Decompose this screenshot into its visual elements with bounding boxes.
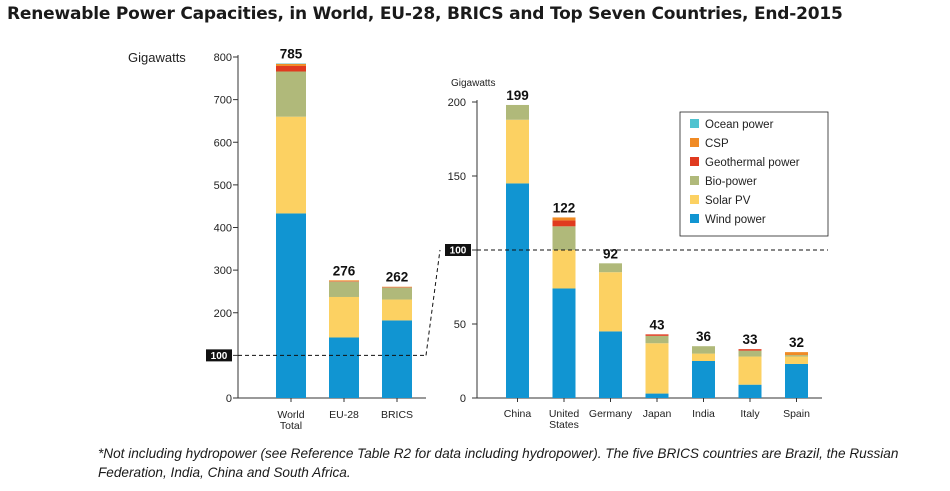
legend-swatch-solar-pv	[690, 195, 699, 204]
total-label-eu-28: 276	[333, 263, 356, 278]
bar-italy-bio-power	[738, 350, 762, 357]
reference-connector-line	[425, 249, 441, 356]
chart-title: Renewable Power Capacities, in World, EU…	[7, 4, 843, 24]
bar-brics-wind-power	[382, 320, 412, 398]
category-label-brics: BRICS	[381, 409, 413, 421]
bar-world-total-geothermal-power	[276, 65, 306, 72]
bar-united-states-geothermal-power	[552, 220, 576, 227]
bar-japan-wind-power	[645, 393, 669, 398]
legend-label-wind-power: Wind power	[705, 214, 766, 226]
reference-connector	[425, 249, 441, 356]
bar-italy-geothermal-power	[738, 349, 762, 351]
bar-spain-solar-pv	[785, 356, 808, 364]
total-label-japan: 43	[649, 317, 665, 332]
category-label-world-total-line2: Total	[280, 420, 302, 432]
bar-spain-bio-power	[785, 355, 808, 357]
left-chart-world-eu-brics: Gigawatts 0 200 300 400 500 600 700 800 100 785 Wor…	[128, 46, 426, 432]
reference-label-box	[206, 349, 232, 362]
reference-label-box	[445, 244, 471, 256]
bar-eu-28-csp	[329, 280, 359, 282]
total-label-spain: 32	[789, 335, 804, 350]
bar-japan-geothermal-power	[645, 334, 669, 336]
total-label-united-states: 122	[553, 200, 576, 215]
bar-italy-wind-power	[738, 384, 762, 398]
category-label-japan: Japan	[643, 408, 672, 420]
legend-label-geothermal-power: Geothermal power	[705, 157, 800, 169]
y-tick-label-600: 600	[214, 137, 232, 149]
bar-brics-solar-pv	[382, 299, 412, 321]
y-tick-label-0: 0	[226, 393, 232, 405]
right-chart-top-countries: Gigawatts 0 50 150 200 100 199 China 122 UnitedSt…	[445, 78, 828, 431]
reference-label: 100	[211, 351, 228, 362]
legend-swatch-ocean-power	[690, 119, 699, 128]
y-tick-label-700: 700	[214, 95, 232, 107]
y-tick-label-150: 150	[448, 171, 466, 183]
bar-eu-28-bio-power	[329, 281, 359, 297]
y-axis-unit-label: Gigawatts	[128, 50, 186, 65]
footnote: *Not including hydropower (see Reference…	[98, 446, 899, 480]
bar-india-wind-power	[692, 361, 715, 398]
bar-spain-csp	[785, 352, 808, 356]
legend-swatch-csp	[690, 138, 699, 147]
legend-swatch-geothermal-power	[690, 157, 699, 166]
legend-label-solar-pv: Solar PV	[705, 195, 751, 207]
total-label-india: 36	[696, 329, 712, 344]
y-tick-label-50: 50	[454, 319, 466, 331]
category-label-united-states-line2: States	[549, 419, 579, 431]
y-tick-label-200: 200	[214, 308, 232, 320]
category-label-china: China	[504, 408, 532, 420]
bar-world-total-csp	[276, 63, 306, 66]
chart-canvas: Gigawatts0200300400500600700800100785Wor…	[128, 46, 829, 432]
legend-label-csp: CSP	[705, 138, 729, 150]
bar-united-states-solar-pv	[552, 250, 576, 289]
bar-eu-28-solar-pv	[329, 296, 359, 338]
total-label-brics: 262	[386, 270, 409, 285]
reference-label: 100	[450, 246, 467, 257]
bar-world-total-solar-pv	[276, 116, 306, 214]
legend-label-bio-power: Bio-power	[705, 176, 757, 188]
legend-label-ocean-power: Ocean power	[705, 119, 774, 131]
bar-china-bio-power	[506, 104, 529, 120]
bar-brics-bio-power	[382, 287, 412, 300]
bar-china-wind-power	[506, 183, 529, 398]
y-tick-label-500: 500	[214, 180, 232, 192]
bar-world-total-bio-power	[276, 71, 306, 117]
category-label-italy: Italy	[740, 408, 760, 420]
y-tick-label-200: 200	[448, 97, 466, 109]
bar-japan-bio-power	[645, 335, 669, 344]
bar-italy-solar-pv	[738, 356, 762, 385]
bar-japan-solar-pv	[645, 343, 669, 394]
category-label-india: India	[692, 408, 715, 420]
y-tick-label-300: 300	[214, 265, 232, 277]
legend-box	[679, 111, 829, 237]
y-tick-label-0: 0	[460, 393, 466, 405]
bar-spain-wind-power	[785, 363, 808, 398]
bar-united-states-csp	[552, 217, 576, 221]
total-label-germany: 92	[603, 246, 618, 261]
category-label-eu-28: EU-28	[329, 409, 359, 421]
bar-india-solar-pv	[692, 353, 715, 361]
bar-germany-bio-power	[599, 263, 622, 273]
bar-germany-wind-power	[599, 331, 622, 398]
y-axis-unit-label: Gigawatts	[451, 78, 495, 89]
bar-world-total-wind-power	[276, 213, 306, 398]
total-label-china: 199	[506, 88, 529, 103]
category-label-world-total: World	[277, 409, 304, 421]
category-label-spain: Spain	[783, 408, 810, 420]
y-tick-label-400: 400	[214, 223, 232, 235]
bar-germany-solar-pv	[599, 272, 622, 332]
bar-united-states-bio-power	[552, 226, 576, 250]
bar-eu-28-wind-power	[329, 337, 359, 398]
bar-india-bio-power	[692, 346, 715, 354]
category-label-united-states: United	[549, 408, 580, 420]
bar-united-states-wind-power	[552, 288, 576, 398]
legend-swatch-bio-power	[690, 176, 699, 185]
total-label-italy: 33	[742, 332, 758, 347]
legend-swatch-wind-power	[690, 214, 699, 223]
total-label-world-total: 785	[280, 46, 303, 61]
y-tick-label-800: 800	[214, 52, 232, 64]
bar-china-solar-pv	[506, 119, 529, 184]
legend: Ocean power CSP Geothermal power Bio-power S…	[679, 111, 829, 237]
category-label-germany: Germany	[589, 408, 633, 420]
